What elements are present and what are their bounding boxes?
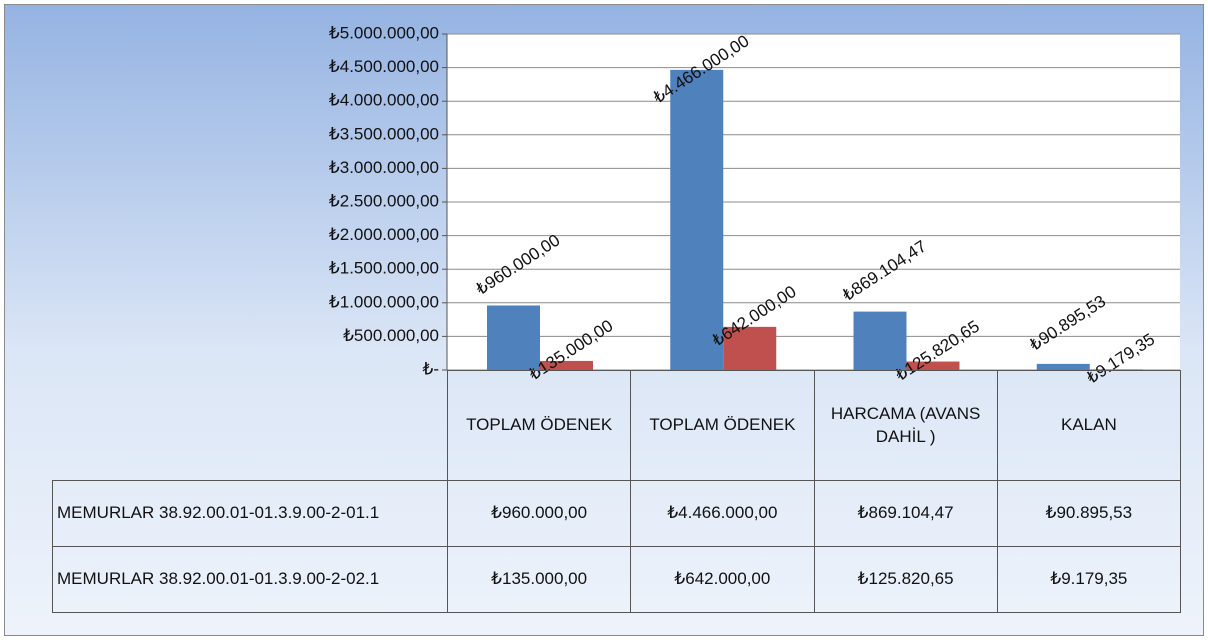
bar xyxy=(1036,363,1090,370)
table-value: ₺9.179,35 xyxy=(996,546,1181,613)
y-tick-label: ₺1.000.000,00 xyxy=(329,292,439,311)
table-value: ₺125.820,65 xyxy=(813,546,998,613)
bar xyxy=(853,311,907,370)
table-value: ₺4.466.000,00 xyxy=(630,480,815,547)
y-tick-label: ₺2.500.000,00 xyxy=(329,191,439,210)
bar xyxy=(1089,369,1143,370)
category-header: KALAN xyxy=(996,370,1181,481)
y-tick-label: ₺3.000.000,00 xyxy=(329,158,439,177)
table-value: ₺960.000,00 xyxy=(447,480,632,547)
table-value: ₺869.104,47 xyxy=(813,480,998,547)
bar xyxy=(670,69,724,370)
y-tick-label: ₺4.500.000,00 xyxy=(329,57,439,76)
series-name: MEMURLAR 38.92.00.01-01.3.9.00-2-02.1 xyxy=(52,546,448,613)
category-header: HARCAMA (AVANS DAHİL ) xyxy=(813,370,998,481)
table-value: ₺135.000,00 xyxy=(447,546,632,613)
y-tick-label: ₺- xyxy=(423,359,439,378)
y-tick-label: ₺3.500.000,00 xyxy=(329,124,439,143)
y-tick-label: ₺2.000.000,00 xyxy=(329,225,439,244)
category-header: TOPLAM ÖDENEK xyxy=(630,370,815,481)
y-tick-label: ₺4.000.000,00 xyxy=(329,91,439,110)
table-value: ₺90.895,53 xyxy=(996,480,1181,547)
bar xyxy=(487,305,540,370)
y-tick-label: ₺500.000,00 xyxy=(343,326,439,345)
bar xyxy=(723,326,777,370)
series-name: MEMURLAR 38.92.00.01-01.3.9.00-2-01.1 xyxy=(52,480,448,547)
category-header: TOPLAM ÖDENEK xyxy=(447,370,632,481)
bar xyxy=(906,361,960,370)
table-value: ₺642.000,00 xyxy=(630,546,815,613)
bar xyxy=(540,360,593,370)
y-tick-label: ₺1.500.000,00 xyxy=(329,259,439,278)
y-tick-label: ₺5.000.000,00 xyxy=(329,23,439,42)
